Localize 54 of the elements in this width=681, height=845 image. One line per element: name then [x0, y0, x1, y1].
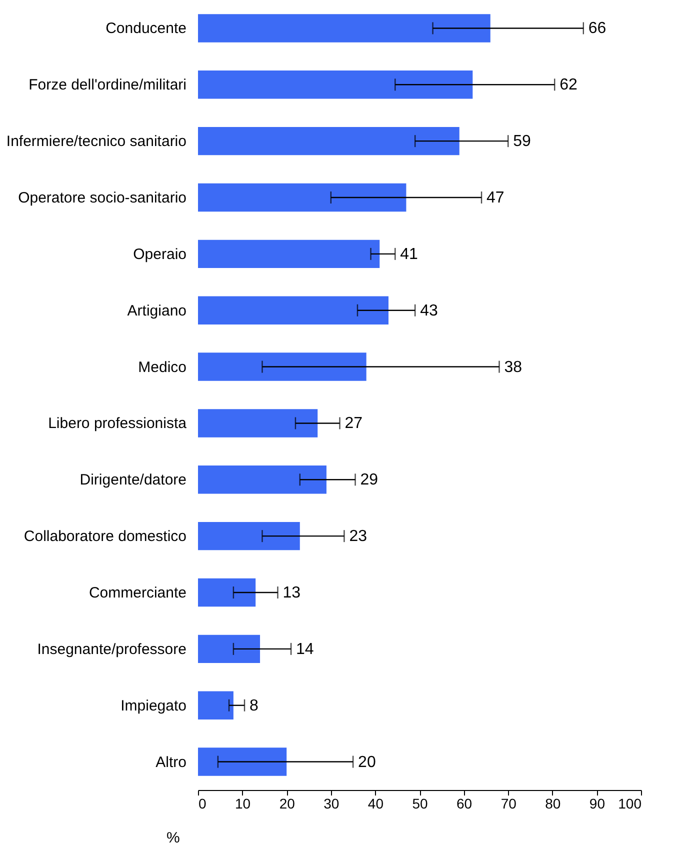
y-tick-label: Infermiere/tecnico sanitario: [6, 133, 186, 150]
y-tick-label: Insegnante/professore: [37, 640, 186, 658]
annotation: 38: [504, 358, 522, 376]
y-tick-label: Libero professionista: [48, 415, 188, 432]
y-tick-label: Collaboratore domestico: [24, 528, 186, 546]
bar: [198, 296, 388, 324]
y-tick-label: Artigiano: [127, 302, 186, 320]
bar: [198, 240, 380, 268]
x-tick-label: 90: [589, 796, 606, 812]
annotation: 13: [282, 584, 301, 602]
bar: [198, 14, 490, 42]
annotation: 41: [400, 246, 418, 263]
x-tick-label: 60: [456, 796, 472, 812]
annotation: 62: [560, 76, 578, 94]
x-tick-label: 70: [500, 796, 517, 812]
x-tick-label: 40: [368, 796, 384, 812]
bar: [198, 748, 287, 776]
annotation: 14: [296, 640, 314, 658]
bar: [198, 352, 366, 381]
y-tick-label: Operaio: [133, 246, 186, 263]
x-tick-label: 100: [618, 796, 642, 812]
bar: [198, 578, 256, 607]
y-tick-label: Forze dell'ordine/militari: [28, 76, 186, 94]
bar: [198, 409, 318, 438]
x-tick-label: 30: [324, 796, 340, 812]
y-tick-label: Dirigente/datore: [80, 472, 186, 489]
x-tick-label: 20: [279, 796, 296, 812]
bar: [198, 70, 473, 99]
bar: [198, 126, 460, 156]
bar: [198, 522, 300, 550]
annotation: 29: [360, 472, 378, 489]
y-tick-label: Commerciante: [88, 584, 186, 602]
y-tick-label: Operatore socio-sanitario: [18, 190, 186, 206]
x-tick-label: 10: [235, 796, 251, 812]
y-tick-label: Impiegato: [120, 697, 186, 714]
y-tick-label: Medico: [138, 358, 186, 376]
x-axis-title: %: [166, 830, 180, 845]
annotation: 66: [588, 20, 606, 38]
annotation: 20: [358, 754, 376, 771]
x-tick-label: 80: [545, 796, 561, 812]
y-tick-label: Altro: [156, 754, 186, 771]
x-tick-label: 0: [198, 796, 206, 812]
bar: [198, 466, 326, 494]
x-tick-label: 50: [412, 796, 428, 812]
annotation: 43: [420, 302, 438, 320]
annotation: 8: [250, 697, 259, 714]
annotation: 59: [513, 133, 531, 150]
bar: [198, 691, 234, 720]
bar: [198, 183, 406, 212]
annotation: 23: [349, 528, 368, 546]
annotation: 47: [486, 190, 504, 206]
annotation: 27: [344, 415, 363, 432]
bar: [198, 634, 260, 664]
y-tick-label: Conducente: [106, 20, 186, 38]
